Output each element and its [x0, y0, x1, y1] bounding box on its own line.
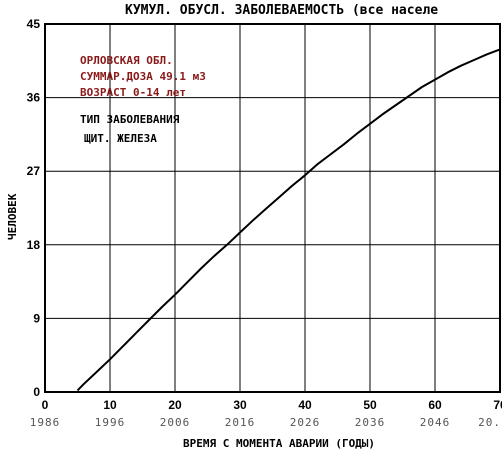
- y-tick-label: 27: [27, 164, 41, 178]
- annotation-block: ОРЛОВСКАЯ ОБЛ. СУММАР.ДОЗА 49.1 мЗ ВОЗРА…: [80, 54, 206, 145]
- x-axis-year-ticks: 1986 1996 2006 2016 2026 2036 2046 20.: [30, 416, 501, 429]
- annotation-region: ОРЛОВСКАЯ ОБЛ.: [80, 54, 173, 67]
- y-tick-label: 18: [27, 238, 41, 252]
- chart-title: КУМУЛ. ОБУСЛ. ЗАБОЛЕВАЕМОСТЬ (все населе: [125, 3, 438, 18]
- x-year-tick-label: 2046: [420, 416, 451, 429]
- x-tick-label: 0: [42, 398, 49, 412]
- x-tick-label: 30: [233, 398, 247, 412]
- annotation-dose: СУММАР.ДОЗА 49.1 мЗ: [80, 70, 206, 83]
- y-tick-label: 9: [33, 311, 40, 325]
- x-year-tick-label: 20.: [478, 416, 501, 429]
- x-year-tick-label: 1986: [30, 416, 61, 429]
- plot-area: [44, 23, 501, 393]
- annotation-disease-type: ТИП ЗАБОЛЕВАНИЯ: [80, 113, 180, 126]
- annotation-organ: ЩИТ. ЖЕЛЕЗА: [84, 132, 157, 145]
- y-axis-ticks: 0 9 18 27 36 45: [27, 17, 41, 399]
- series-line: [76, 48, 501, 392]
- y-tick-label: 0: [33, 385, 40, 399]
- x-tick-label: 40: [298, 398, 312, 412]
- grid: [45, 24, 500, 392]
- x-axis-label: ВРЕМЯ С МОМЕНТА АВАРИИ (ГОДЫ): [183, 437, 375, 450]
- y-axis-label: ЧЕЛОВЕК: [6, 193, 19, 240]
- x-year-tick-label: 1996: [95, 416, 126, 429]
- x-tick-label: 10: [103, 398, 117, 412]
- x-tick-label: 70: [493, 398, 502, 412]
- x-axis-ticks: 0 10 20 30 40 50 60 70: [42, 398, 502, 412]
- x-year-tick-label: 2016: [225, 416, 256, 429]
- cumulative-incidence-line: [76, 48, 501, 392]
- y-tick-label: 45: [27, 17, 41, 31]
- x-year-tick-label: 2036: [355, 416, 386, 429]
- x-year-tick-label: 2006: [160, 416, 191, 429]
- x-tick-label: 50: [363, 398, 377, 412]
- annotation-age: ВОЗРАСТ 0-14 лет: [80, 86, 186, 99]
- plot-frame: [44, 23, 501, 393]
- x-tick-label: 20: [168, 398, 182, 412]
- y-tick-label: 36: [27, 91, 41, 105]
- x-year-tick-label: 2026: [290, 416, 321, 429]
- x-tick-label: 60: [428, 398, 442, 412]
